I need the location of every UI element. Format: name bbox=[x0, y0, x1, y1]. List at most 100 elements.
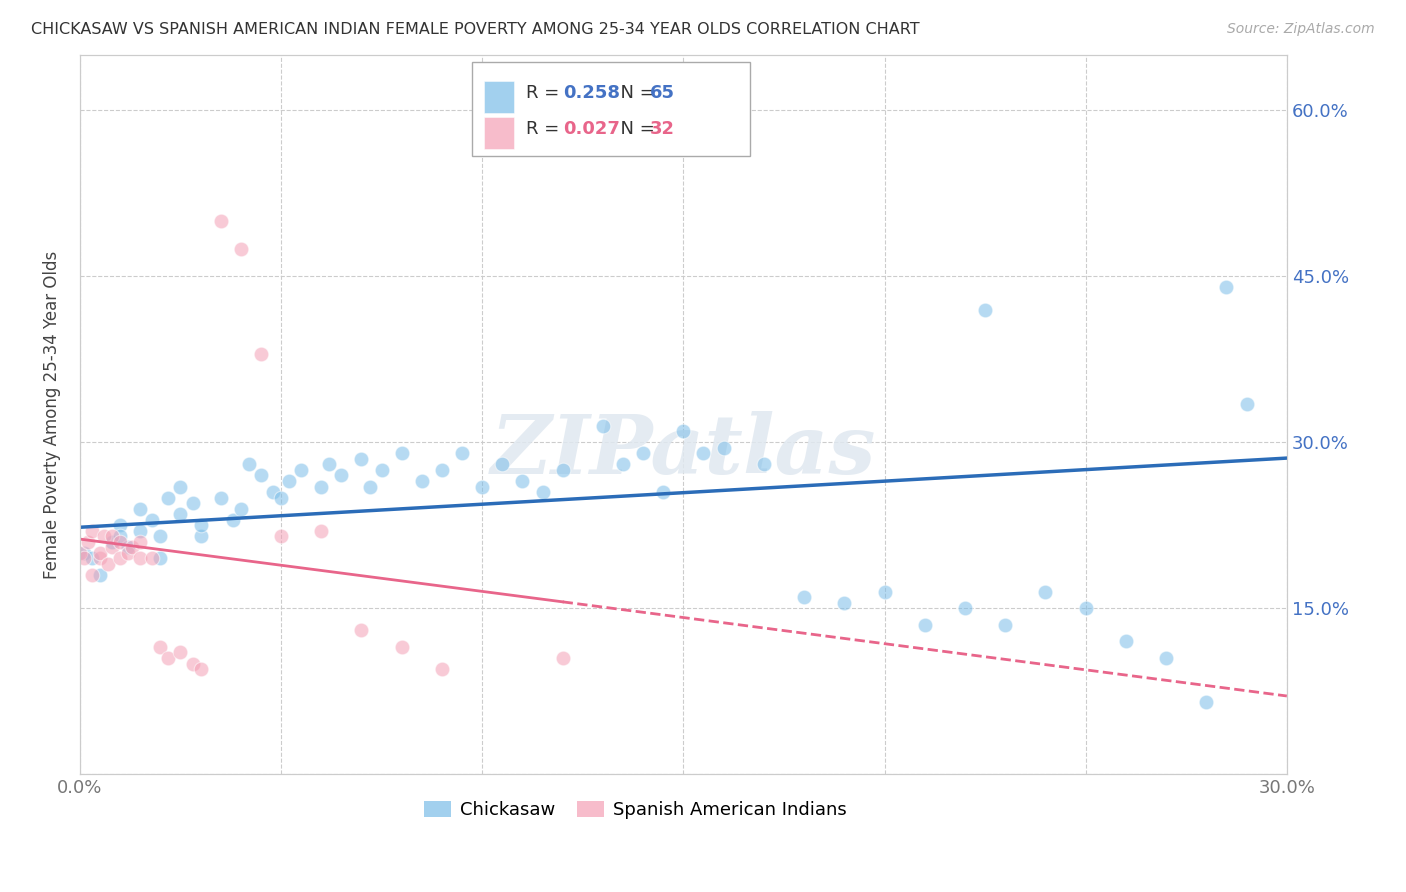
Spanish American Indians bbox=[101, 529, 124, 543]
Spanish American Indians bbox=[108, 534, 131, 549]
Spanish American Indians bbox=[350, 624, 373, 638]
Spanish American Indians bbox=[77, 534, 100, 549]
Chickasaw bbox=[181, 496, 204, 510]
FancyBboxPatch shape bbox=[484, 80, 515, 113]
Chickasaw bbox=[350, 451, 373, 466]
Chickasaw bbox=[631, 446, 654, 460]
Spanish American Indians bbox=[129, 551, 152, 566]
Chickasaw bbox=[692, 446, 714, 460]
Chickasaw bbox=[80, 551, 103, 566]
Chickasaw bbox=[652, 485, 675, 500]
Spanish American Indians bbox=[430, 662, 453, 676]
Chickasaw bbox=[551, 463, 574, 477]
Chickasaw bbox=[1035, 584, 1057, 599]
Chickasaw bbox=[141, 513, 163, 527]
Text: ZIPatlas: ZIPatlas bbox=[491, 410, 876, 491]
Spanish American Indians bbox=[89, 546, 111, 560]
Chickasaw bbox=[592, 418, 614, 433]
Spanish American Indians bbox=[309, 524, 332, 538]
Text: R =: R = bbox=[526, 84, 565, 103]
Spanish American Indians bbox=[551, 651, 574, 665]
Chickasaw bbox=[370, 463, 392, 477]
Spanish American Indians bbox=[141, 551, 163, 566]
Chickasaw bbox=[1154, 651, 1177, 665]
Chickasaw bbox=[491, 458, 513, 472]
Spanish American Indians bbox=[108, 551, 131, 566]
Chickasaw bbox=[149, 529, 172, 543]
Chickasaw bbox=[278, 474, 301, 488]
Chickasaw bbox=[713, 441, 735, 455]
Chickasaw bbox=[914, 617, 936, 632]
Spanish American Indians bbox=[73, 551, 96, 566]
Chickasaw bbox=[752, 458, 775, 472]
Spanish American Indians bbox=[121, 541, 143, 555]
Chickasaw bbox=[1236, 396, 1258, 410]
Chickasaw bbox=[832, 596, 855, 610]
Spanish American Indians bbox=[101, 541, 124, 555]
Chickasaw bbox=[250, 468, 273, 483]
Legend: Chickasaw, Spanish American Indians: Chickasaw, Spanish American Indians bbox=[416, 794, 853, 826]
Chickasaw bbox=[1215, 280, 1237, 294]
Spanish American Indians bbox=[117, 546, 139, 560]
Chickasaw bbox=[391, 446, 413, 460]
Spanish American Indians bbox=[129, 534, 152, 549]
Spanish American Indians bbox=[89, 551, 111, 566]
Text: 0.258: 0.258 bbox=[562, 84, 620, 103]
Text: Source: ZipAtlas.com: Source: ZipAtlas.com bbox=[1227, 22, 1375, 37]
Chickasaw bbox=[270, 491, 292, 505]
Chickasaw bbox=[157, 491, 180, 505]
Chickasaw bbox=[169, 507, 191, 521]
Spanish American Indians bbox=[391, 640, 413, 654]
Y-axis label: Female Poverty Among 25-34 Year Olds: Female Poverty Among 25-34 Year Olds bbox=[44, 251, 60, 579]
Chickasaw bbox=[974, 302, 997, 317]
Chickasaw bbox=[262, 485, 284, 500]
Chickasaw bbox=[101, 534, 124, 549]
Chickasaw bbox=[309, 479, 332, 493]
Spanish American Indians bbox=[93, 529, 115, 543]
Text: R =: R = bbox=[526, 120, 565, 138]
Text: 32: 32 bbox=[650, 120, 675, 138]
Chickasaw bbox=[89, 568, 111, 582]
Chickasaw bbox=[953, 601, 976, 615]
FancyBboxPatch shape bbox=[472, 62, 749, 156]
Chickasaw bbox=[612, 458, 634, 472]
FancyBboxPatch shape bbox=[484, 117, 515, 149]
Chickasaw bbox=[672, 424, 695, 438]
Chickasaw bbox=[117, 541, 139, 555]
Spanish American Indians bbox=[229, 242, 252, 256]
Chickasaw bbox=[129, 524, 152, 538]
Chickasaw bbox=[1074, 601, 1097, 615]
Chickasaw bbox=[430, 463, 453, 477]
Spanish American Indians bbox=[169, 645, 191, 659]
Text: 0.027: 0.027 bbox=[562, 120, 620, 138]
Chickasaw bbox=[190, 518, 212, 533]
Chickasaw bbox=[873, 584, 896, 599]
Chickasaw bbox=[471, 479, 494, 493]
Text: 65: 65 bbox=[650, 84, 675, 103]
Chickasaw bbox=[451, 446, 474, 460]
Chickasaw bbox=[290, 463, 312, 477]
Chickasaw bbox=[411, 474, 433, 488]
Text: N =: N = bbox=[609, 84, 659, 103]
Chickasaw bbox=[229, 501, 252, 516]
Spanish American Indians bbox=[250, 347, 273, 361]
Chickasaw bbox=[1195, 695, 1218, 709]
Spanish American Indians bbox=[209, 214, 232, 228]
Spanish American Indians bbox=[69, 546, 91, 560]
Chickasaw bbox=[359, 479, 381, 493]
Chickasaw bbox=[209, 491, 232, 505]
Spanish American Indians bbox=[270, 529, 292, 543]
Chickasaw bbox=[512, 474, 534, 488]
Spanish American Indians bbox=[149, 640, 172, 654]
Chickasaw bbox=[169, 479, 191, 493]
Chickasaw bbox=[793, 590, 815, 604]
Spanish American Indians bbox=[80, 568, 103, 582]
Spanish American Indians bbox=[157, 651, 180, 665]
Chickasaw bbox=[318, 458, 340, 472]
Spanish American Indians bbox=[80, 524, 103, 538]
Chickasaw bbox=[108, 518, 131, 533]
Chickasaw bbox=[222, 513, 245, 527]
Chickasaw bbox=[73, 546, 96, 560]
Spanish American Indians bbox=[181, 657, 204, 671]
Chickasaw bbox=[531, 485, 554, 500]
